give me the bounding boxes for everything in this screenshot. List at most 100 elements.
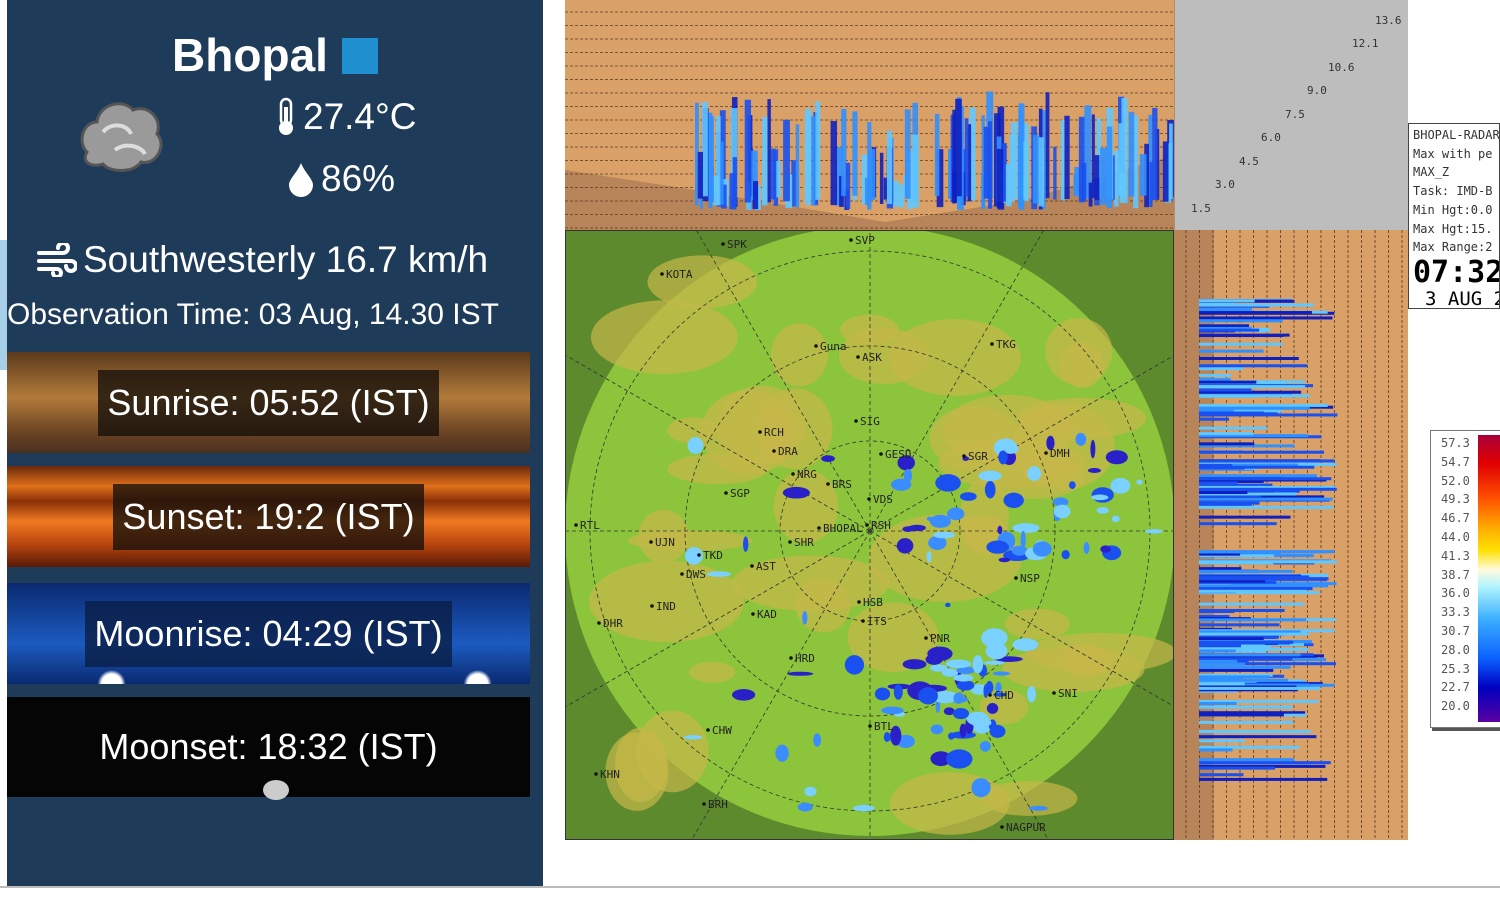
echo	[1199, 390, 1302, 394]
moonset-band: Moonset: 18:32 (IST)	[7, 697, 530, 797]
echo	[1199, 653, 1301, 657]
echo	[904, 109, 911, 199]
echo	[883, 732, 891, 742]
station-label: NAGPUR	[1006, 821, 1046, 834]
terrain	[795, 578, 851, 633]
humidity-value: 86%	[321, 158, 396, 199]
echo	[1199, 301, 1235, 305]
echo	[1199, 711, 1306, 715]
radial-line	[696, 231, 871, 532]
info-line: Min Hgt:0.0	[1413, 202, 1493, 217]
station-dot	[849, 238, 853, 242]
echo	[1118, 123, 1123, 196]
scale-value: 28.0	[1441, 642, 1470, 657]
scale-value: 22.7	[1441, 680, 1470, 695]
echo	[987, 121, 993, 209]
info-line: BHOPAL-RADAR	[1413, 128, 1500, 142]
echo	[941, 668, 959, 677]
echo	[912, 134, 919, 208]
terrain	[638, 509, 689, 564]
echo	[845, 162, 851, 209]
humidity: 86%	[287, 158, 395, 200]
echo	[683, 735, 703, 740]
terrain	[1004, 608, 1071, 640]
echo	[1087, 468, 1101, 473]
echo	[1074, 166, 1081, 197]
echo	[1199, 657, 1293, 661]
station-dot	[861, 619, 865, 623]
echo	[1199, 702, 1237, 706]
echo	[751, 150, 758, 201]
radial-line	[566, 530, 871, 707]
echo	[1199, 630, 1301, 634]
station-label: BHOPAL	[823, 522, 863, 535]
station-dot	[856, 355, 860, 359]
station-dot	[924, 636, 928, 640]
city-color-square	[341, 38, 378, 74]
echo	[986, 540, 1009, 554]
station-label: HSB	[863, 596, 883, 609]
echo	[979, 741, 991, 752]
echo	[1012, 638, 1039, 652]
echo	[1199, 644, 1241, 648]
station-dot	[826, 482, 830, 486]
station-label: DWS	[686, 568, 706, 581]
echo	[1027, 685, 1036, 703]
scale-value: 30.7	[1441, 624, 1470, 638]
echo	[1199, 575, 1310, 579]
echo	[1199, 618, 1307, 622]
height-label: 3.0	[1215, 178, 1235, 191]
scale-value: 52.0	[1441, 473, 1470, 488]
echo	[1199, 494, 1262, 498]
echo	[1091, 114, 1095, 199]
echo	[964, 118, 969, 197]
station-dot	[789, 656, 793, 660]
echo	[1199, 552, 1282, 556]
echo	[1199, 586, 1313, 590]
terrain	[770, 323, 828, 387]
divider	[0, 886, 1500, 888]
echo	[1090, 439, 1096, 459]
echo	[897, 455, 915, 471]
station-label: SGR	[968, 450, 988, 463]
echo	[776, 160, 781, 198]
info-line: Max Hgt:15.	[1413, 221, 1493, 236]
echo	[1199, 491, 1248, 495]
radar-coverage	[566, 231, 1173, 836]
station-label: UJN	[655, 536, 675, 549]
cloud-icon	[80, 102, 163, 172]
echo	[1199, 748, 1233, 752]
echo	[1199, 665, 1291, 669]
echo	[952, 707, 970, 720]
echo	[1199, 388, 1252, 392]
echo	[1199, 426, 1267, 430]
temperature-value: 27.4°C	[303, 96, 417, 137]
echo	[1199, 480, 1238, 484]
echo	[1199, 623, 1280, 627]
echo	[1144, 529, 1163, 534]
station-label: RCH	[764, 426, 784, 439]
echo	[852, 111, 858, 196]
echo	[936, 149, 944, 208]
city-title: Bhopal	[7, 28, 543, 82]
terrain	[889, 319, 1021, 396]
scale-value: 44.0	[1441, 530, 1470, 544]
thermometer-icon	[279, 97, 293, 135]
echo	[1023, 141, 1029, 199]
terrain	[979, 689, 1029, 725]
echo	[1199, 367, 1243, 371]
echo	[1199, 739, 1245, 743]
station-label: PNR	[930, 632, 950, 645]
echo	[1128, 111, 1135, 197]
station-dot	[750, 564, 754, 568]
echo	[1053, 504, 1071, 519]
echo	[1199, 615, 1230, 619]
echo	[956, 666, 976, 674]
station-dot	[868, 724, 872, 728]
echo	[935, 699, 941, 713]
echo	[708, 112, 713, 209]
echo	[1199, 632, 1310, 636]
echo	[1199, 515, 1291, 519]
echo	[1199, 311, 1312, 315]
echo	[1199, 764, 1326, 768]
